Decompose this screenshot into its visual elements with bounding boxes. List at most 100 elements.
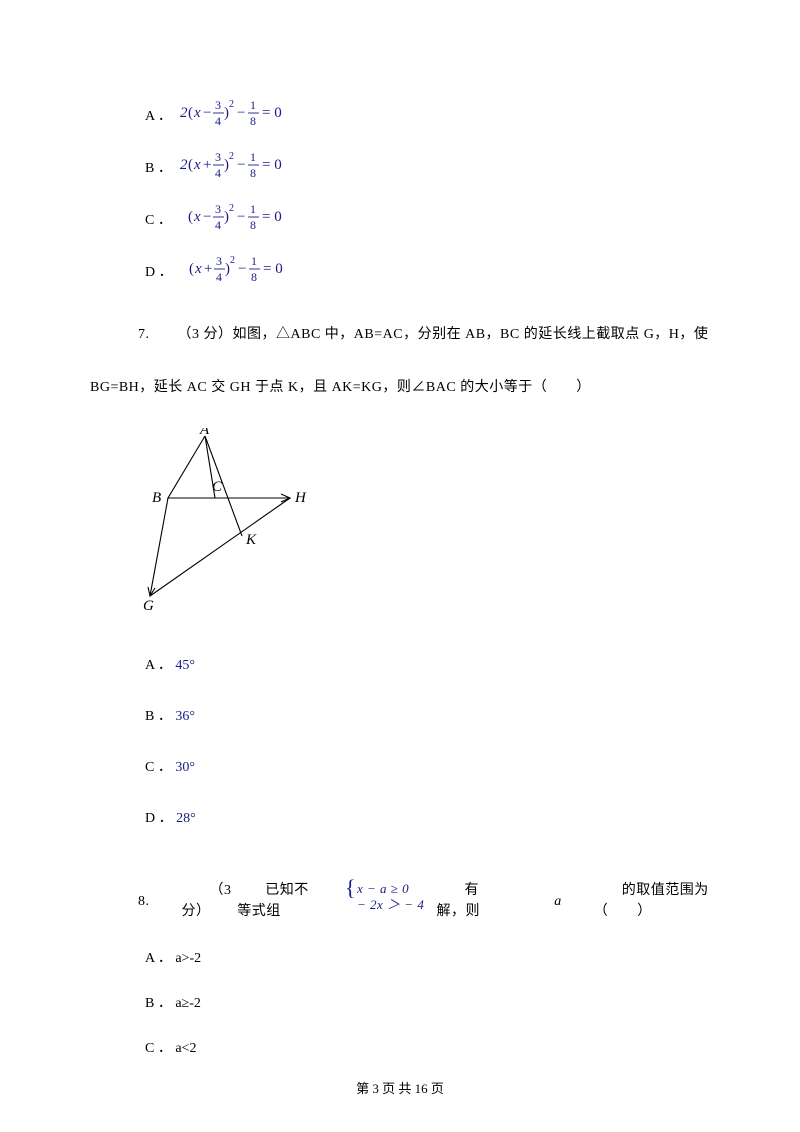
option-value: 28° xyxy=(176,811,196,826)
q6-opt-b: B ． 2 ( x + 3 4 ) 2 − 1 xyxy=(145,142,710,194)
formula: ( x + 3 4 ) 2 − 1 8 = 0 xyxy=(181,251,291,294)
svg-text:−: − xyxy=(203,105,211,121)
option-label: B ． xyxy=(145,709,172,724)
svg-text:3: 3 xyxy=(216,254,222,268)
svg-text:= 0: = 0 xyxy=(262,209,282,225)
option-label: A ． xyxy=(145,658,172,673)
footer-text: 第 3 页 共 16 页 xyxy=(356,1081,444,1096)
svg-text:(: ( xyxy=(189,261,194,277)
q6-options-block: A ． 2 ( x − 3 4 ) 2 − 1 xyxy=(90,90,710,298)
q8-text-a: 已知不等式组 xyxy=(237,880,314,922)
page-footer: 第 3 页 共 16 页 xyxy=(0,1079,800,1099)
svg-text:= 0: = 0 xyxy=(262,105,282,121)
q7-diagram: A B C H K G xyxy=(140,428,710,625)
svg-text:2: 2 xyxy=(229,99,234,110)
q8-number: 8. xyxy=(110,891,150,912)
option-value: 30° xyxy=(175,760,195,775)
svg-text:= 0: = 0 xyxy=(262,157,282,173)
q7-opt-c: C ． 30° xyxy=(145,757,710,778)
q8-opt-c: C ． a<2 xyxy=(145,1038,710,1059)
svg-text:1: 1 xyxy=(250,98,256,112)
svg-text:−: − xyxy=(237,157,245,173)
q6-opt-c: C ． ( x − 3 4 ) 2 − 1 8 xyxy=(145,194,710,246)
svg-text:1: 1 xyxy=(251,254,257,268)
svg-text:1: 1 xyxy=(250,202,256,216)
svg-text:C: C xyxy=(212,479,223,495)
formula: ( x − 3 4 ) 2 − 1 8 = 0 xyxy=(180,199,290,242)
svg-text:8: 8 xyxy=(250,218,256,232)
q8-text-b: 有解，则 xyxy=(437,880,495,922)
q8-var: a xyxy=(526,891,562,912)
svg-text:x: x xyxy=(193,105,201,121)
svg-text:A: A xyxy=(199,428,210,438)
svg-text:8: 8 xyxy=(251,270,257,284)
option-label: A ． xyxy=(145,951,172,966)
svg-text:4: 4 xyxy=(215,166,221,180)
q7-text-b: BG=BH，延长 AC 交 GH 于点 K，且 AK=KG，则∠BAC 的大小等… xyxy=(90,380,591,395)
formula: 2 ( x + 3 4 ) 2 − 1 8 = 0 xyxy=(180,147,290,190)
q7-points: （3 分） xyxy=(178,327,233,342)
q8-text-c: 的取值范围为（ ） xyxy=(594,880,710,922)
option-value: a<2 xyxy=(175,1041,196,1056)
svg-text:2: 2 xyxy=(229,203,234,214)
option-value: a≥-2 xyxy=(175,996,201,1011)
svg-text:(: ( xyxy=(188,105,193,121)
svg-text:x: x xyxy=(194,261,202,277)
q8-opt-b: B ． a≥-2 xyxy=(145,993,710,1014)
q6-opt-d: D ． ( x + 3 4 ) 2 − 1 8 xyxy=(145,246,710,298)
svg-text:x − a ≥ 0: x − a ≥ 0 xyxy=(356,881,409,896)
svg-text:2: 2 xyxy=(180,105,188,121)
q7-opt-b: B ． 36° xyxy=(145,706,710,727)
q8-stem: 8. （3 分）已知不等式组 { x − a ≥ 0 − 2x ＞ − 4 有解… xyxy=(110,879,710,924)
svg-text:2: 2 xyxy=(230,255,235,266)
svg-text:3: 3 xyxy=(215,150,221,164)
option-value: 36° xyxy=(175,709,195,724)
svg-text:{: { xyxy=(345,879,356,900)
svg-text:4: 4 xyxy=(215,218,221,232)
svg-text:4: 4 xyxy=(216,270,222,284)
option-value: 45° xyxy=(175,658,195,673)
svg-text:−: − xyxy=(237,105,245,121)
option-label: C ． xyxy=(145,1041,172,1056)
svg-text:(: ( xyxy=(188,157,193,173)
option-label: C ． xyxy=(145,210,172,231)
svg-text:1: 1 xyxy=(250,150,256,164)
option-label: D ． xyxy=(145,811,173,826)
inequality-system: { x − a ≥ 0 − 2x ＞ − 4 xyxy=(317,879,435,924)
svg-text:x: x xyxy=(193,157,201,173)
svg-text:G: G xyxy=(143,598,154,614)
svg-text:−: − xyxy=(237,209,245,225)
option-value: a>-2 xyxy=(175,951,201,966)
svg-text:B: B xyxy=(152,490,161,506)
q7-opt-d: D ． 28° xyxy=(145,808,710,829)
q7-stem: 7. （3 分）如图，△ABC 中，AB=AC，分别在 AB，BC 的延长线上截… xyxy=(110,320,710,351)
svg-text:+: + xyxy=(203,157,211,173)
svg-text:4: 4 xyxy=(215,114,221,128)
svg-text:2: 2 xyxy=(180,157,188,173)
svg-text:8: 8 xyxy=(250,114,256,128)
q7-text-a: 如图，△ABC 中，AB=AC，分别在 AB，BC 的延长线上截取点 G，H，使 xyxy=(233,327,709,342)
svg-text:− 2x ＞ − 4: − 2x ＞ − 4 xyxy=(357,897,424,912)
svg-text:3: 3 xyxy=(215,202,221,216)
q8-opt-a: A ． a>-2 xyxy=(145,948,710,969)
q7-opt-a: A ． 45° xyxy=(145,655,710,676)
option-label: B ． xyxy=(145,996,172,1011)
option-label: C ． xyxy=(145,760,172,775)
svg-text:(: ( xyxy=(188,209,193,225)
svg-text:8: 8 xyxy=(250,166,256,180)
option-label: B ． xyxy=(145,158,172,179)
page: A ． 2 ( x − 3 4 ) 2 − 1 xyxy=(0,0,800,1132)
svg-text:= 0: = 0 xyxy=(263,261,283,277)
q6-opt-a: A ． 2 ( x − 3 4 ) 2 − 1 xyxy=(145,90,710,142)
svg-text:−: − xyxy=(203,209,211,225)
q7-stem-cont: BG=BH，延长 AC 交 GH 于点 K，且 AK=KG，则∠BAC 的大小等… xyxy=(90,373,710,404)
svg-text:x: x xyxy=(193,209,201,225)
option-label: D ． xyxy=(145,262,173,283)
svg-text:K: K xyxy=(245,532,257,548)
option-label: A ． xyxy=(145,106,172,127)
svg-text:−: − xyxy=(238,261,246,277)
formula: 2 ( x − 3 4 ) 2 − 1 8 = 0 xyxy=(180,95,290,138)
svg-text:3: 3 xyxy=(215,98,221,112)
svg-text:H: H xyxy=(294,490,307,506)
q8-points: （3 分） xyxy=(182,880,238,922)
